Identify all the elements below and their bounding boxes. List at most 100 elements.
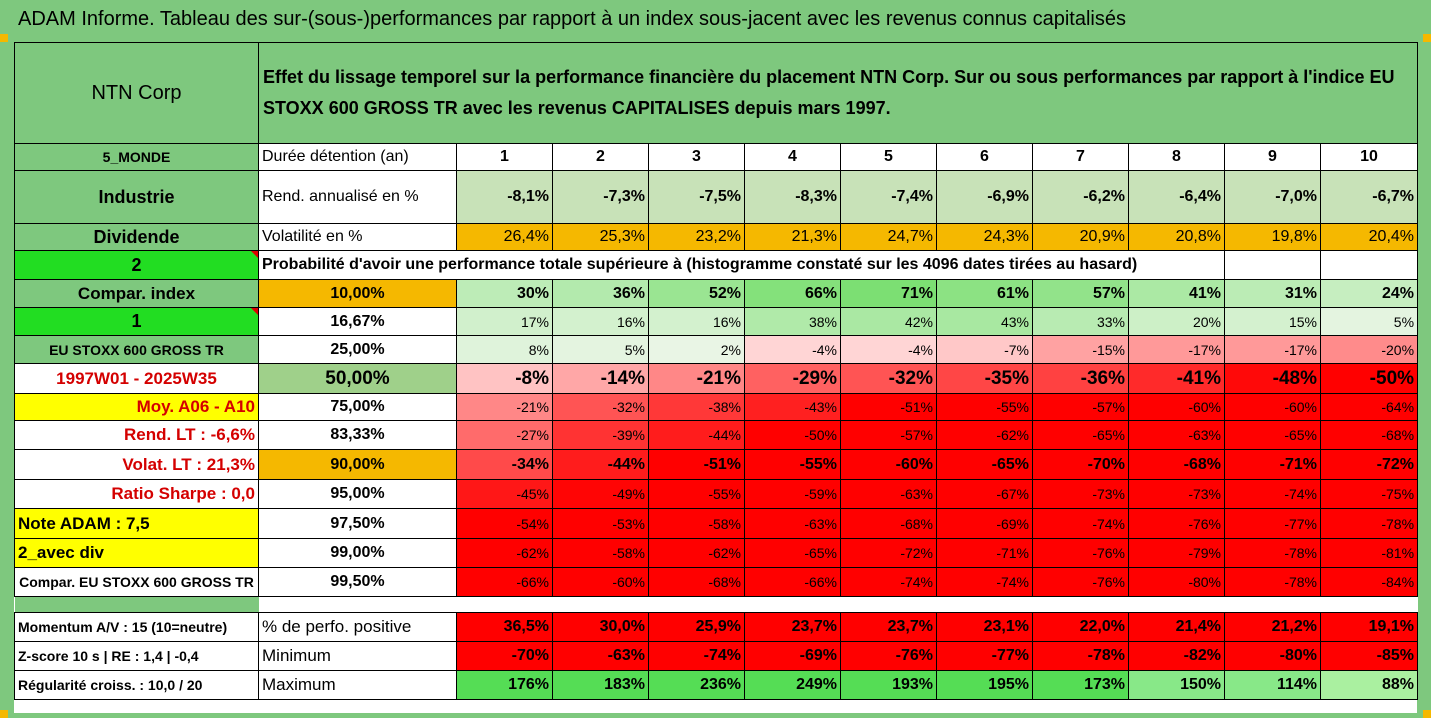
- bottom-value-cell: -70%: [456, 641, 553, 671]
- probability-value-cell: -54%: [456, 508, 553, 539]
- probability-value-cell: -44%: [552, 449, 649, 480]
- probability-value-cell: -65%: [936, 449, 1033, 480]
- probability-value-cell: -8%: [456, 363, 553, 394]
- corner-marker: [0, 34, 8, 42]
- probability-value-cell: -73%: [1032, 479, 1129, 509]
- year-header-cell: 10: [1319, 143, 1419, 171]
- probability-threshold-cell: 99,50%: [258, 567, 457, 597]
- probability-value-cell: -74%: [936, 567, 1033, 597]
- probability-value-cell: -50%: [744, 420, 841, 450]
- probability-threshold-cell: 83,33%: [258, 420, 457, 450]
- probability-value-cell: 57%: [1032, 279, 1129, 308]
- probability-value-cell: -7%: [936, 335, 1033, 364]
- rend-cell: -8,3%: [744, 170, 841, 224]
- probability-value-cell: -76%: [1128, 508, 1225, 539]
- probability-threshold-cell: 97,50%: [258, 508, 457, 539]
- bottom-value-cell: -77%: [936, 641, 1033, 671]
- probability-value-cell: -55%: [648, 479, 745, 509]
- bottom-value-cell: 176%: [456, 670, 553, 700]
- probability-value-cell: -29%: [744, 363, 841, 394]
- probability-value-cell: -20%: [1319, 335, 1419, 364]
- year-header-cell: 9: [1224, 143, 1321, 171]
- empty-cell: [1224, 250, 1321, 280]
- performance-table: NTN Corp Effet du lissage temporel sur l…: [14, 42, 1419, 700]
- zscore-cell: Z-score 10 s | RE : 1,4 | -0,4: [14, 641, 259, 671]
- probability-value-cell: -53%: [552, 508, 649, 539]
- probability-value-cell: -44%: [648, 420, 745, 450]
- probability-value-cell: -41%: [1128, 363, 1225, 394]
- probability-value-cell: -68%: [840, 508, 937, 539]
- left-info-cell: Moy. A06 - A10: [14, 393, 259, 421]
- rend-cell: -7,5%: [648, 170, 745, 224]
- type-cell: Dividende: [14, 223, 259, 251]
- probability-value-cell: -68%: [1319, 420, 1419, 450]
- bottom-value-cell: 150%: [1128, 670, 1225, 700]
- vol-cell: 20,9%: [1032, 223, 1129, 251]
- bottom-value-cell: 114%: [1224, 670, 1321, 700]
- probability-value-cell: -64%: [1319, 393, 1419, 421]
- rend-cell: -6,2%: [1032, 170, 1129, 224]
- probability-value-cell: -78%: [1319, 508, 1419, 539]
- year-header-cell: 7: [1032, 143, 1129, 171]
- probability-value-cell: -78%: [1224, 538, 1321, 568]
- probability-value-cell: -68%: [648, 567, 745, 597]
- probability-value-cell: -60%: [552, 567, 649, 597]
- probability-value-cell: 52%: [648, 279, 745, 308]
- vol-cell: 26,4%: [456, 223, 553, 251]
- rend-cell: -6,9%: [936, 170, 1033, 224]
- left-info-cell: 1: [14, 307, 259, 336]
- probability-threshold-cell: 50,00%: [258, 363, 457, 394]
- probability-value-cell: -72%: [840, 538, 937, 568]
- bottom-value-cell: 36,5%: [456, 612, 553, 642]
- rend-cell: -6,4%: [1128, 170, 1225, 224]
- probability-value-cell: -60%: [1128, 393, 1225, 421]
- bottom-value-cell: 23,1%: [936, 612, 1033, 642]
- probability-value-cell: -65%: [1032, 420, 1129, 450]
- probability-value-cell: -50%: [1319, 363, 1419, 394]
- probability-value-cell: -67%: [936, 479, 1033, 509]
- left-info-cell: 2_avec div: [14, 538, 259, 568]
- vol-cell: 20,4%: [1319, 223, 1419, 251]
- probability-value-cell: -74%: [1224, 479, 1321, 509]
- year-header-cell: 8: [1128, 143, 1225, 171]
- probability-value-cell: -36%: [1032, 363, 1129, 394]
- probability-value-cell: 33%: [1032, 307, 1129, 336]
- probability-value-cell: 42%: [840, 307, 937, 336]
- probability-value-cell: 5%: [552, 335, 649, 364]
- probability-value-cell: -39%: [552, 420, 649, 450]
- probability-value-cell: -62%: [648, 538, 745, 568]
- rend-cell: -6,7%: [1319, 170, 1419, 224]
- probability-value-cell: -51%: [840, 393, 937, 421]
- left-info-cell: Volat. LT : 21,3%: [14, 449, 259, 480]
- probability-value-cell: 71%: [840, 279, 937, 308]
- probability-value-cell: -21%: [456, 393, 553, 421]
- bottom-value-cell: -80%: [1224, 641, 1321, 671]
- left-info-cell: Compar. index: [14, 279, 259, 308]
- probability-value-cell: -70%: [1032, 449, 1129, 480]
- bottom-value-cell: 193%: [840, 670, 937, 700]
- years-label: Durée détention (an): [258, 143, 457, 171]
- bottom-value-cell: 249%: [744, 670, 841, 700]
- rend-cell: -7,3%: [552, 170, 649, 224]
- left-info-cell: Rend. LT : -6,6%: [14, 420, 259, 450]
- probability-value-cell: -60%: [840, 449, 937, 480]
- sector-cell: Industrie: [14, 170, 259, 224]
- bottom-label-cell: Maximum: [258, 670, 457, 700]
- year-header-cell: 2: [552, 143, 649, 171]
- bottom-value-cell: -78%: [1032, 641, 1129, 671]
- bottom-value-cell: 23,7%: [744, 612, 841, 642]
- description-line-2: STOXX 600 GROSS TR avec les revenus CAPI…: [263, 98, 891, 118]
- probability-value-cell: -35%: [936, 363, 1033, 394]
- left-info-cell: EU STOXX 600 GROSS TR: [14, 335, 259, 364]
- probability-value-cell: -4%: [840, 335, 937, 364]
- probability-value-cell: 24%: [1319, 279, 1419, 308]
- vol-cell: 25,3%: [552, 223, 649, 251]
- probability-threshold-cell: 90,00%: [258, 449, 457, 480]
- vol-label: Volatilité en %: [258, 223, 457, 251]
- probability-value-cell: -15%: [1032, 335, 1129, 364]
- probability-value-cell: -65%: [1224, 420, 1321, 450]
- bottom-value-cell: 25,9%: [648, 612, 745, 642]
- vol-cell: 21,3%: [744, 223, 841, 251]
- probability-value-cell: -66%: [456, 567, 553, 597]
- probability-value-cell: -57%: [1032, 393, 1129, 421]
